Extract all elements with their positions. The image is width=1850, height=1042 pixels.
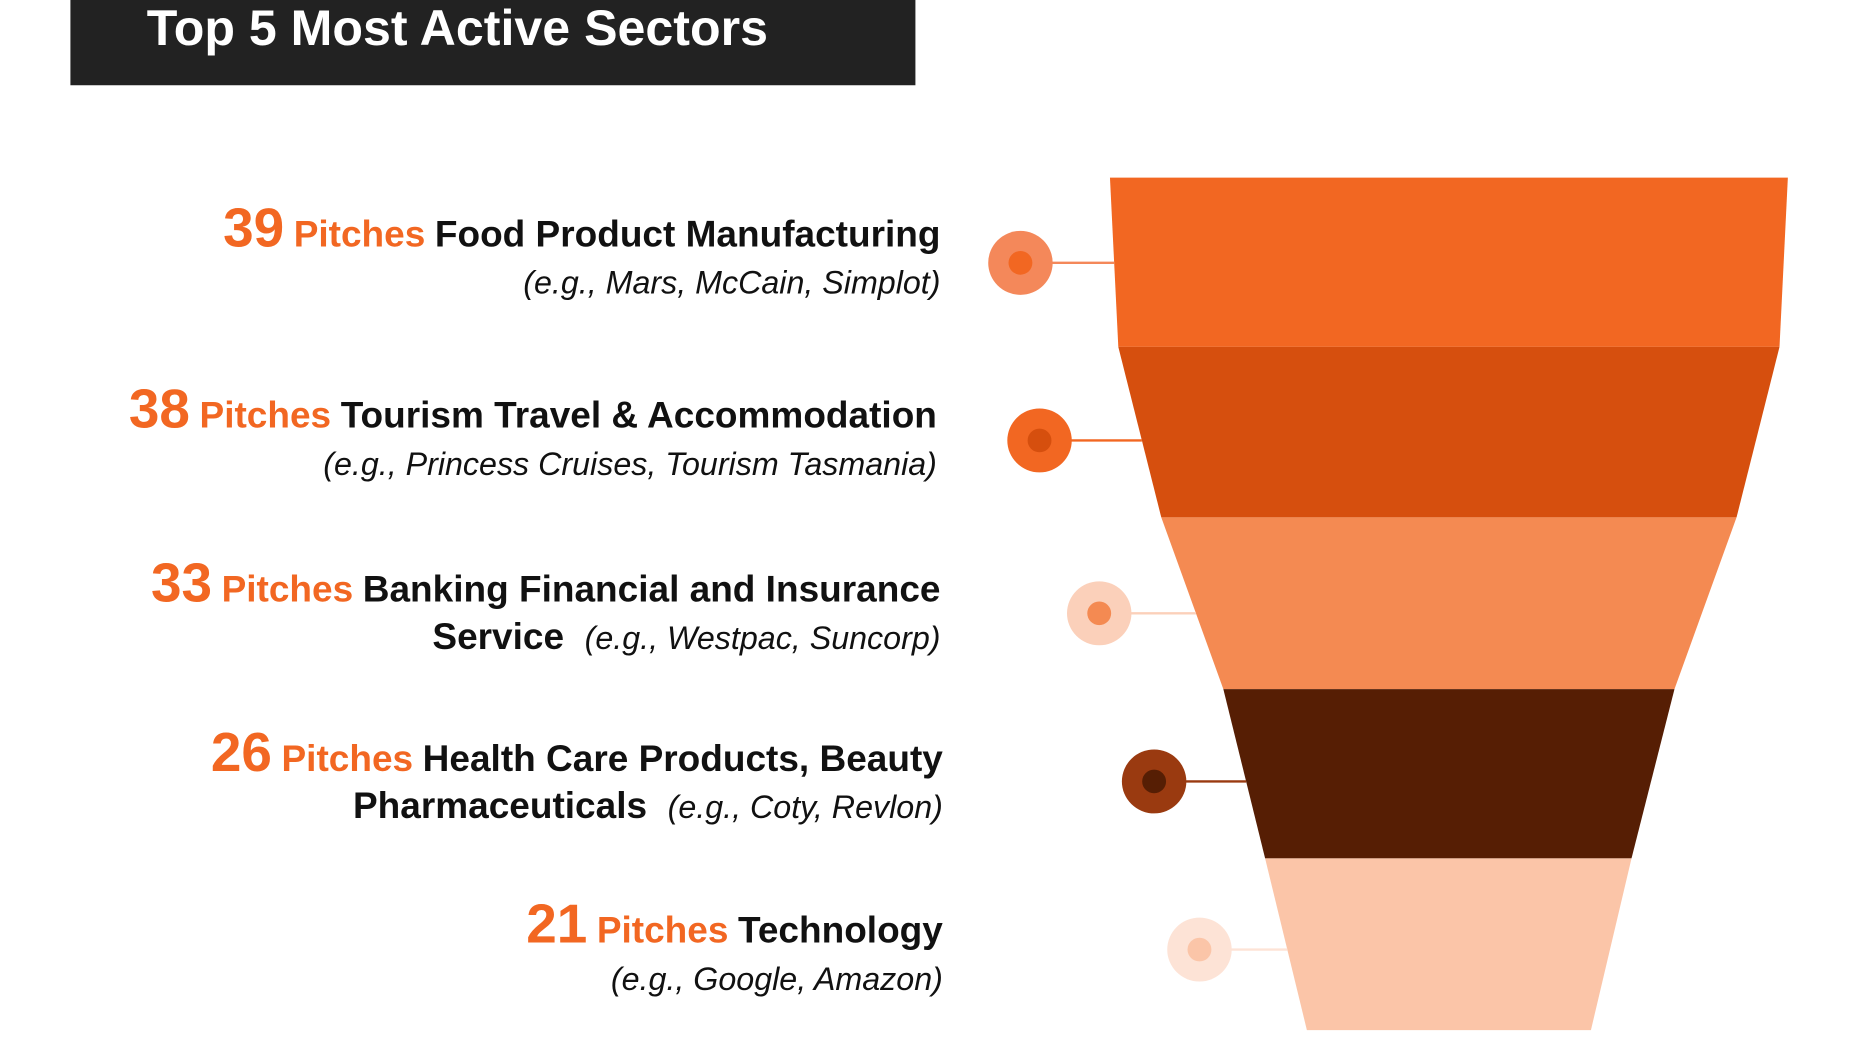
unit-label: Pitches xyxy=(221,568,354,610)
sector-name: Banking Financial and Insurance xyxy=(362,568,941,610)
unit-label: Pitches xyxy=(293,213,426,255)
funnel-segment-4 xyxy=(1223,689,1675,859)
chart-title: Top 5 Most Active Sectors xyxy=(70,0,916,86)
marker-dot-center xyxy=(1187,937,1212,962)
sector-label-4: 26 Pitches Health Care Products, Beauty Ph… xyxy=(211,725,943,831)
sector-label-2: 38 Pitches Tourism Travel & Accommodation … xyxy=(129,381,937,488)
sector-name: Food Product Manufacturing xyxy=(434,213,941,255)
funnel-segment-5 xyxy=(1265,858,1632,1031)
value-label: 33 xyxy=(150,551,213,614)
sector-name: Technology xyxy=(737,909,943,951)
marker-dot-center xyxy=(1087,601,1112,626)
unit-label: Pitches xyxy=(281,737,414,780)
sector-label-5: 21 Pitches Technology (e.g., Google, Amazo… xyxy=(526,896,943,1003)
value-label: 21 xyxy=(526,892,588,955)
sector-examples: (e.g., Coty, Revlon) xyxy=(667,789,943,826)
sector-label-1: 39 Pitches Food Product Manufacturing (e.g… xyxy=(223,200,941,307)
marker-dot-center xyxy=(1027,428,1052,453)
marker-dot-center xyxy=(1142,769,1167,794)
value-label: 26 xyxy=(210,721,272,783)
unit-label: Pitches xyxy=(596,909,729,951)
sector-label-3: 33 Pitches Banking Financial and Insurance… xyxy=(151,555,941,662)
sector-examples: (e.g., Google, Amazon) xyxy=(610,961,943,997)
sector-examples: (e.g., Westpac, Suncorp) xyxy=(584,620,941,656)
sector-name: Health Care Products, Beauty xyxy=(422,737,943,780)
marker-dot-center xyxy=(1008,251,1033,275)
unit-label: Pitches xyxy=(199,394,332,436)
value-label: 38 xyxy=(128,377,190,440)
sector-name-cont: Service xyxy=(432,615,565,658)
sector-examples: (e.g., Mars, McCain, Simplot) xyxy=(523,265,941,301)
funnel-segment-3 xyxy=(1161,517,1737,690)
funnel-segment-2 xyxy=(1118,346,1780,518)
sector-name-cont: Pharmaceuticals xyxy=(352,784,648,827)
sector-name: Tourism Travel & Accommodation xyxy=(340,394,937,436)
funnel-segment-1 xyxy=(1109,177,1788,347)
sector-examples: (e.g., Princess Cruises, Tourism Tasmani… xyxy=(323,446,937,482)
value-label: 39 xyxy=(223,196,285,259)
